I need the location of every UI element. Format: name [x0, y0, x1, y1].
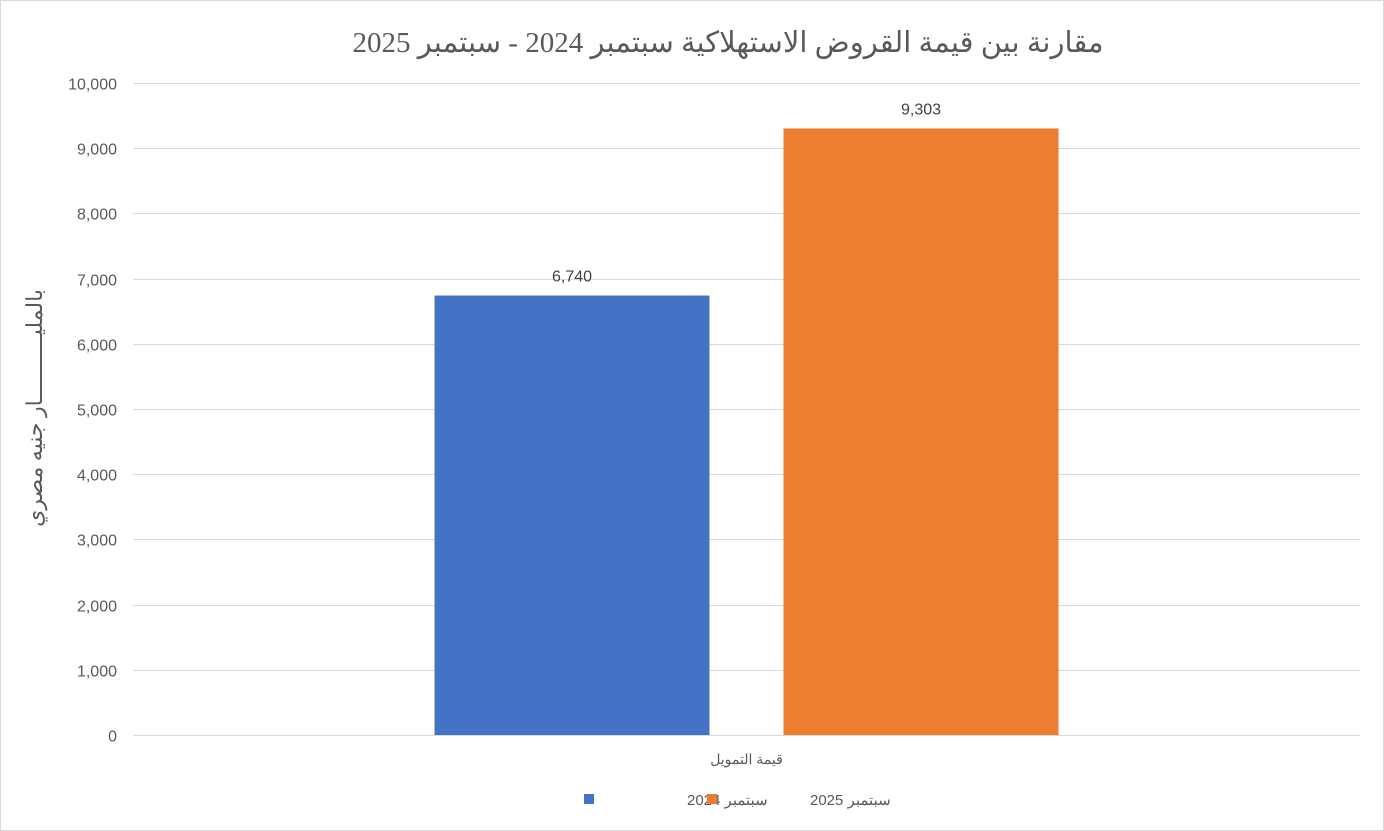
data-label: 9,303: [901, 101, 941, 118]
y-axis-ticks: 0 1,000 2,000 3,000 4,000 5,000 6,000 7,000 8,00…: [68, 77, 117, 746]
bars: [434, 128, 1059, 735]
y-tick-label: 5,000: [77, 403, 117, 420]
data-label: 6,740: [552, 269, 592, 286]
y-tick-label: 1,000: [77, 664, 117, 681]
category-label: قيمة التمويل: [710, 751, 783, 768]
y-tick-label: 10,000: [68, 77, 117, 94]
y-tick-label: 4,000: [77, 468, 117, 485]
legend-swatch: [584, 794, 594, 804]
bar: [783, 128, 1059, 735]
y-tick-label: 0: [108, 729, 117, 746]
legend-label: سبتمبر 2025: [810, 792, 891, 809]
legend-label: سبتمبر 2024: [687, 792, 768, 809]
gridlines: [133, 83, 1360, 736]
category-labels: قيمة التمويل: [710, 751, 783, 768]
y-tick-label: 7,000: [77, 273, 117, 290]
bar: [434, 295, 710, 735]
data-labels: 6,740 9,303: [552, 101, 941, 285]
y-tick-label: 6,000: [77, 338, 117, 355]
legend: سبتمبر 2024 سبتمبر 2025: [584, 792, 891, 809]
chart-title: مقارنة بين قيمة القروض الاستهلاكية سبتمب…: [352, 27, 1103, 60]
y-tick-label: 3,000: [77, 533, 117, 550]
y-tick-label: 9,000: [77, 142, 117, 159]
legend-swatch: [707, 794, 717, 804]
y-tick-label: 8,000: [77, 207, 117, 224]
y-tick-label: 2,000: [77, 599, 117, 616]
y-axis-label: بالمليــــــــــار جنيه مصري: [22, 289, 48, 527]
